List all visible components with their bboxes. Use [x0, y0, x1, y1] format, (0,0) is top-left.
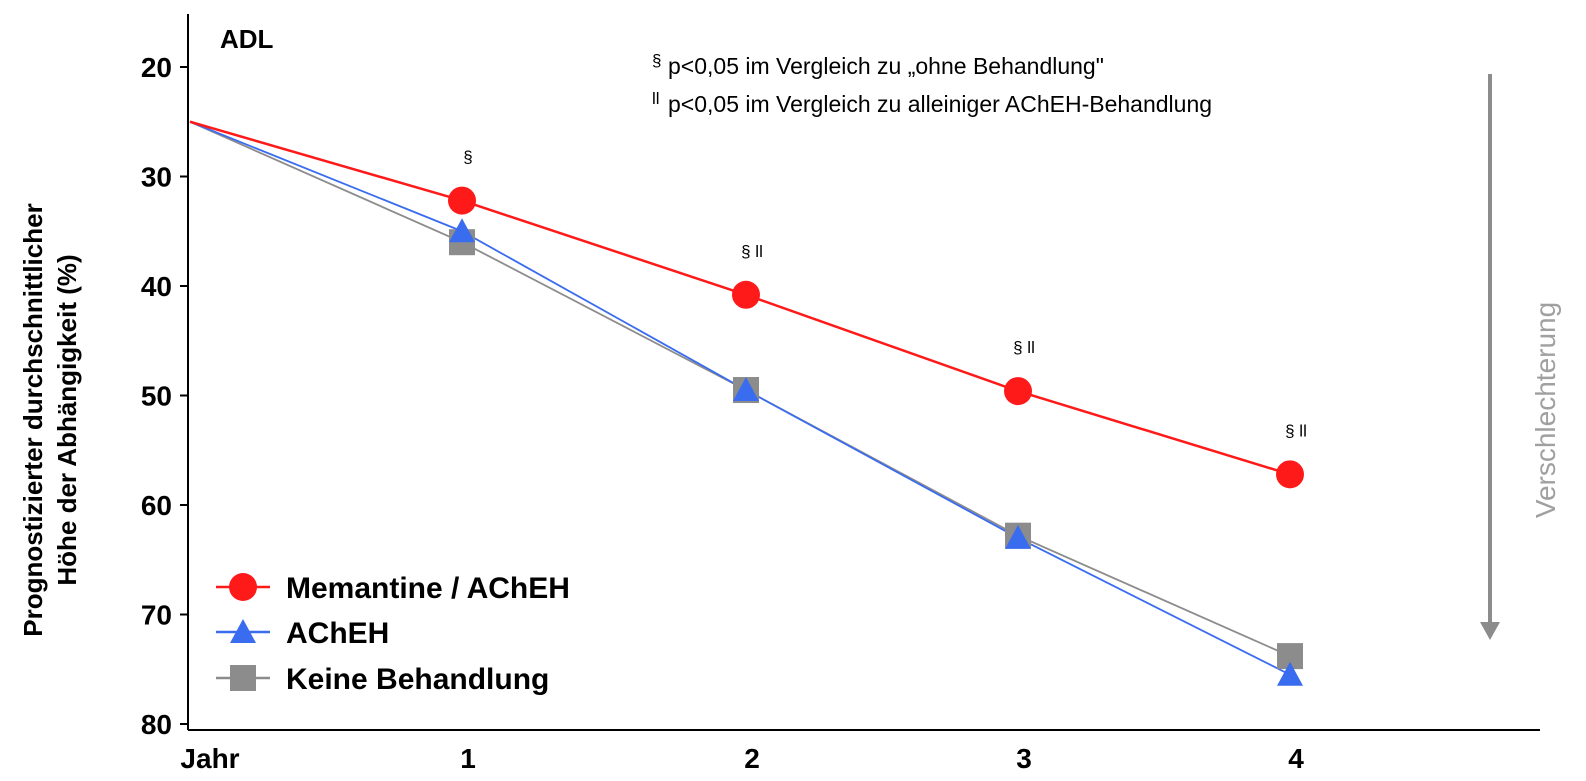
- significance-marker: § ll: [1285, 421, 1307, 440]
- legend-label: AChEH: [286, 617, 389, 650]
- legend-marker-circle: [229, 573, 257, 601]
- chart-title: ADL: [220, 24, 274, 54]
- y-tick-label: 70: [141, 600, 172, 631]
- legend-label: Memantine / AChEH: [286, 572, 570, 605]
- note-text-1: p<0,05 im Vergleich zu „ohne Behandlung": [668, 53, 1104, 79]
- x-axis-first-label: Jahr: [180, 743, 239, 774]
- significance-marker: §: [463, 148, 472, 167]
- y-axis-ticks: 20 30 40 50 60 70 80: [141, 52, 188, 740]
- legend-marker-square: [230, 665, 256, 691]
- legend-label: Keine Behandlung: [286, 663, 549, 696]
- significance-markers: § § ll § ll § ll: [463, 148, 1307, 441]
- y-axis-label: Prognostizierter durchschnittlicher Höhe…: [18, 203, 82, 636]
- y-tick-label: 30: [141, 162, 172, 193]
- y-axis-label-line-1: Prognostizierter durchschnittlicher: [18, 203, 48, 636]
- significance-notes: § p<0,05 im Vergleich zu „ohne Behandlun…: [652, 51, 1212, 117]
- legend-item: Memantine / AChEH: [216, 572, 570, 605]
- worsening-arrow: Verschlechterung: [1480, 74, 1561, 640]
- note-symbol-2: ll: [652, 89, 660, 108]
- note-text-2: p<0,05 im Vergleich zu alleiniger AChEH-…: [668, 91, 1212, 117]
- y-tick-label: 40: [141, 271, 172, 302]
- legend-item: AChEH: [216, 617, 389, 650]
- worsening-label: Verschlechterung: [1530, 302, 1561, 518]
- note-symbol-1: §: [652, 51, 661, 70]
- y-tick-label: 80: [141, 709, 172, 740]
- legend: Memantine / AChEH AChEH Keine Behandlung: [216, 572, 570, 696]
- y-tick-label: 20: [141, 52, 172, 83]
- x-tick-label: 2: [744, 743, 760, 774]
- x-tick-label: 3: [1016, 743, 1032, 774]
- x-axis-ticks: 1 2 3 4: [460, 743, 1304, 774]
- data-point-circle: [448, 187, 476, 215]
- legend-item: Keine Behandlung: [216, 663, 549, 696]
- x-tick-label: 4: [1288, 743, 1304, 774]
- data-point-circle: [1276, 460, 1304, 488]
- series-markers: [448, 187, 1304, 686]
- y-tick-label: 60: [141, 490, 172, 521]
- significance-marker: § ll: [1013, 338, 1035, 357]
- worsening-arrow-head: [1480, 622, 1500, 640]
- y-axis-label-line-2: Höhe der Abhängigkeit (%): [52, 254, 82, 585]
- significance-marker: § ll: [741, 242, 763, 261]
- y-tick-label: 50: [141, 381, 172, 412]
- x-tick-label: 1: [460, 743, 476, 774]
- data-point-circle: [732, 281, 760, 309]
- data-point-circle: [1004, 377, 1032, 405]
